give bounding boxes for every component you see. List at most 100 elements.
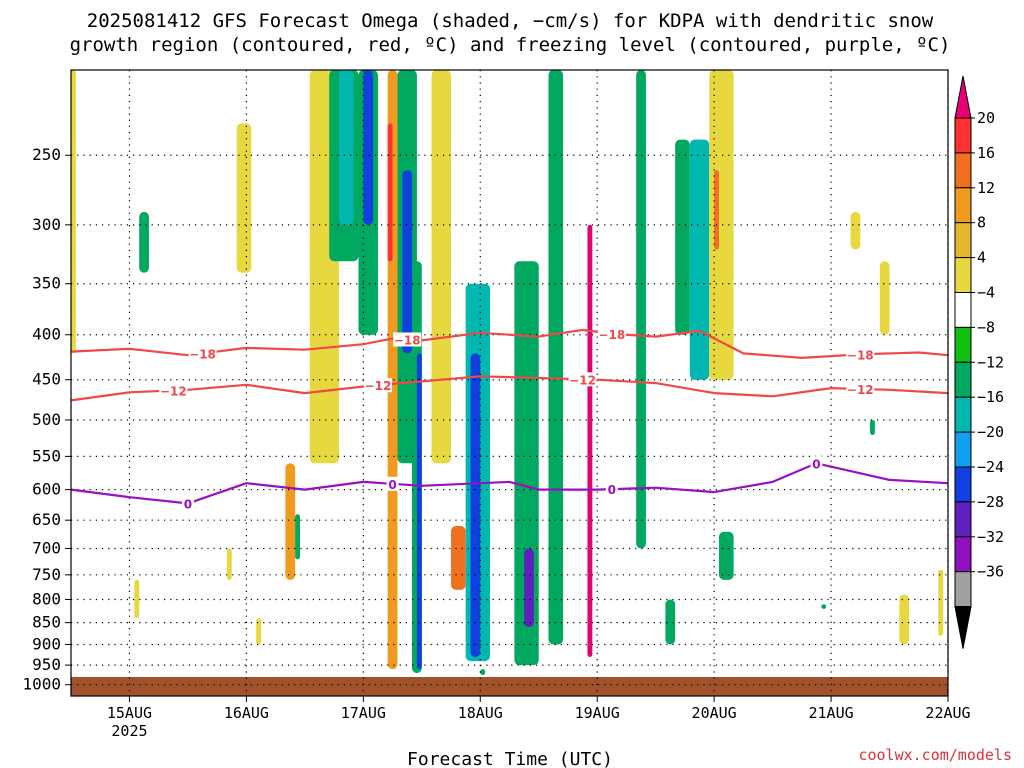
y-tick-label: 400 bbox=[32, 325, 61, 344]
omega-cell bbox=[295, 514, 300, 560]
omega-cell bbox=[821, 604, 827, 609]
contour-line bbox=[70, 328, 949, 359]
colorbar-label: 4 bbox=[977, 249, 986, 267]
y-tick-label: 550 bbox=[32, 446, 61, 465]
colorbar-cell bbox=[954, 431, 972, 468]
x-tick-label: 18AUG bbox=[458, 704, 503, 722]
contour-label: 0 bbox=[812, 457, 820, 471]
contour-label: −18 bbox=[847, 348, 874, 362]
omega-cell bbox=[338, 70, 354, 225]
omega-cell bbox=[938, 569, 944, 636]
plot-area-background bbox=[71, 70, 948, 696]
contour-line bbox=[70, 375, 949, 402]
contour-layer: −18 −18 −18 −18 −12 −12 −12 −12 0 0 0 0 bbox=[70, 326, 949, 511]
omega-cell bbox=[899, 594, 910, 645]
colorbar-cell bbox=[954, 466, 972, 503]
y-tick-label: 950 bbox=[32, 655, 61, 674]
omega-cell bbox=[387, 123, 393, 262]
y-tick-label: 250 bbox=[32, 145, 61, 164]
y-tick-label: 800 bbox=[32, 589, 61, 608]
x-axis-label: Forecast Time (UTC) bbox=[407, 749, 613, 768]
colorbar-label: 8 bbox=[977, 214, 986, 232]
contour-label-bg bbox=[363, 378, 392, 393]
omega-cell bbox=[71, 70, 76, 354]
omega-cell bbox=[689, 139, 710, 380]
contour-label-bg bbox=[568, 372, 597, 387]
contour-label-bg bbox=[846, 347, 875, 362]
y-tick-label: 500 bbox=[32, 410, 61, 429]
colorbar-cell bbox=[954, 222, 972, 259]
credit-text: coolwx.com/models bbox=[858, 746, 1012, 764]
colorbar-label: 16 bbox=[977, 144, 995, 162]
omega-cell bbox=[480, 669, 486, 676]
y-tick-label: 300 bbox=[32, 215, 61, 234]
x-tick-label: 17AUG bbox=[341, 704, 386, 722]
contour-label-bg bbox=[188, 346, 217, 361]
x-tick-label: 15AUG bbox=[107, 704, 152, 722]
omega-cell bbox=[470, 353, 481, 657]
colorbar-label: −28 bbox=[977, 493, 1004, 511]
contour-label: −12 bbox=[569, 373, 596, 387]
contour-label: −18 bbox=[394, 333, 421, 347]
omega-cell bbox=[636, 70, 646, 549]
plot-frame bbox=[70, 69, 949, 697]
colorbar-label: −4 bbox=[977, 284, 995, 302]
contour-label: −18 bbox=[598, 328, 625, 342]
contour-label-bg bbox=[181, 496, 194, 511]
contour-label: −12 bbox=[160, 384, 187, 398]
contour-label: −12 bbox=[847, 383, 874, 397]
chart-title-line2: growth region (contoured, red, ºC) and f… bbox=[70, 34, 951, 56]
omega-cell bbox=[714, 170, 720, 250]
y-tick-label: 600 bbox=[32, 480, 61, 499]
omega-cell bbox=[139, 211, 149, 273]
surface-band bbox=[71, 676, 948, 696]
x-tick-label: 21AUG bbox=[808, 704, 853, 722]
colorbar-cell bbox=[954, 292, 972, 328]
omega-cell bbox=[416, 353, 422, 670]
x-tick-sublabel: 2025 bbox=[111, 722, 147, 740]
y-tick-label: 850 bbox=[32, 613, 61, 632]
omega-cell bbox=[850, 211, 861, 250]
colorbar-label: −32 bbox=[977, 528, 1004, 546]
omega-cell bbox=[709, 70, 734, 380]
omega-cell bbox=[879, 261, 890, 335]
colorbar-cell bbox=[954, 187, 972, 224]
y-tick-label: 900 bbox=[32, 634, 61, 653]
colorbar-cell bbox=[954, 257, 972, 294]
omega-cell bbox=[363, 70, 374, 225]
omega-cell bbox=[256, 618, 262, 645]
y-tick-label: 1000 bbox=[22, 675, 61, 694]
colorbar-cell bbox=[954, 117, 972, 154]
colorbar-label: −16 bbox=[977, 388, 1004, 406]
omega-cell bbox=[675, 139, 690, 335]
contour-label-bg bbox=[597, 326, 626, 341]
colorbar-label: −20 bbox=[977, 423, 1004, 441]
omega-cell bbox=[587, 224, 593, 657]
contour-label: 0 bbox=[608, 483, 616, 497]
contour-label: 0 bbox=[184, 497, 192, 511]
omega-cell bbox=[285, 463, 296, 580]
colorbar-label: −36 bbox=[977, 563, 1004, 581]
y-tick-label: 450 bbox=[32, 370, 61, 389]
contour-label-bg bbox=[159, 383, 188, 398]
colorbar-cell bbox=[954, 501, 972, 538]
omega-cell bbox=[226, 548, 232, 580]
y-tick-label: 700 bbox=[32, 538, 61, 557]
contour-label-bg bbox=[846, 381, 875, 396]
x-tick-label: 20AUG bbox=[692, 704, 737, 722]
colorbar-label: −8 bbox=[977, 318, 995, 336]
contour-line bbox=[70, 462, 949, 505]
omega-cell bbox=[431, 70, 452, 464]
colorbar-cell bbox=[954, 536, 972, 573]
colorbar-label: −24 bbox=[977, 458, 1004, 476]
contour-label: 0 bbox=[388, 478, 396, 492]
colorbar-label: 20 bbox=[977, 109, 995, 127]
x-tick-label: 19AUG bbox=[575, 704, 620, 722]
chart-title-line1: 2025081412 GFS Forecast Omega (shaded, −… bbox=[87, 10, 934, 32]
colorbar-label: 12 bbox=[977, 179, 995, 197]
contour-label-bg bbox=[393, 332, 422, 347]
colorbar-cell bbox=[954, 361, 972, 398]
contour-label: −18 bbox=[189, 347, 216, 361]
omega-cell bbox=[134, 579, 140, 619]
omega-cell bbox=[548, 70, 564, 645]
